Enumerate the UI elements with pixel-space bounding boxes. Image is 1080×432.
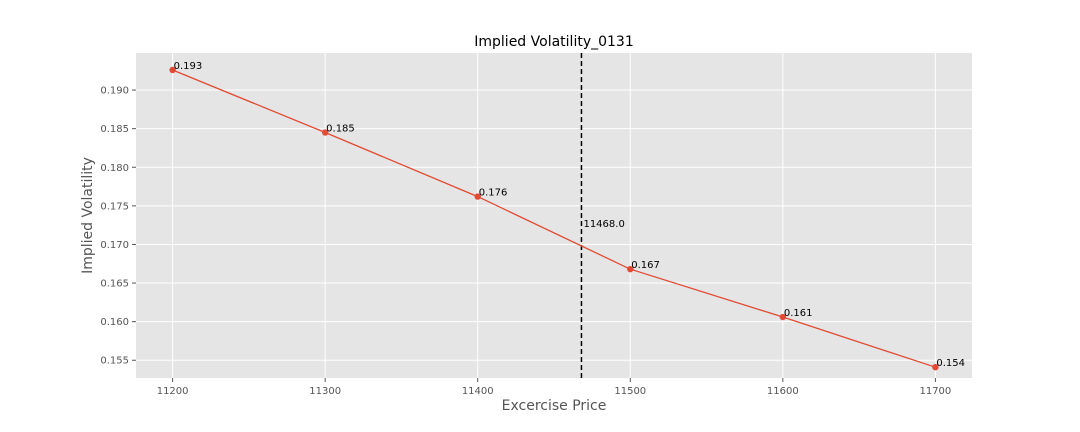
data-point [627, 265, 634, 273]
x-tick-label: 11500 [614, 386, 646, 397]
y-tick-label: 0.170 [100, 240, 129, 251]
data-point [779, 313, 787, 321]
data-label: 0.185 [326, 124, 355, 135]
data-label: 0.193 [174, 61, 203, 72]
y-tick-label: 0.165 [100, 279, 129, 290]
data-label: 0.154 [936, 358, 965, 369]
x-tick-label: 11700 [919, 386, 951, 397]
data-point [474, 193, 481, 200]
y-axis-ticks: 0.155 0.160 0.165 0.170 0.175 0.180 0.185 0.190 [100, 86, 136, 367]
chart-title: Implied Volatility_0131 [474, 34, 633, 50]
data-label: 0.176 [479, 188, 508, 199]
x-tick-label: 11200 [157, 386, 189, 397]
y-tick-label: 0.160 [100, 317, 129, 328]
y-tick-label: 0.190 [100, 86, 129, 97]
data-point [932, 363, 939, 371]
series-group: 0.193 0.185 0.176 0.167 0.161 0.154 [169, 61, 965, 371]
reference-line-group: 11468.0 [580, 53, 625, 378]
series-line [172, 69, 936, 368]
data-point [321, 129, 329, 136]
y-tick-label: 0.185 [100, 124, 129, 135]
data-label: 0.167 [631, 260, 660, 271]
y-tick-label: 0.180 [100, 163, 129, 174]
y-tick-label: 0.155 [100, 356, 129, 367]
plot-area [136, 53, 972, 378]
x-tick-label: 11400 [462, 386, 494, 397]
data-label: 0.161 [784, 308, 813, 319]
data-point [169, 66, 176, 74]
y-tick-label: 0.175 [100, 201, 129, 212]
y-axis-title: Implied Volatility [80, 157, 96, 274]
x-tick-label: 11600 [767, 386, 799, 397]
grid-lines [136, 53, 972, 378]
reference-vline-label: 11468.0 [583, 219, 624, 230]
x-tick-label: 11300 [309, 386, 341, 397]
x-axis-title: Excercise Price [502, 398, 607, 414]
x-axis-ticks: 11200 11300 11400 11500 11600 11700 [157, 378, 951, 397]
